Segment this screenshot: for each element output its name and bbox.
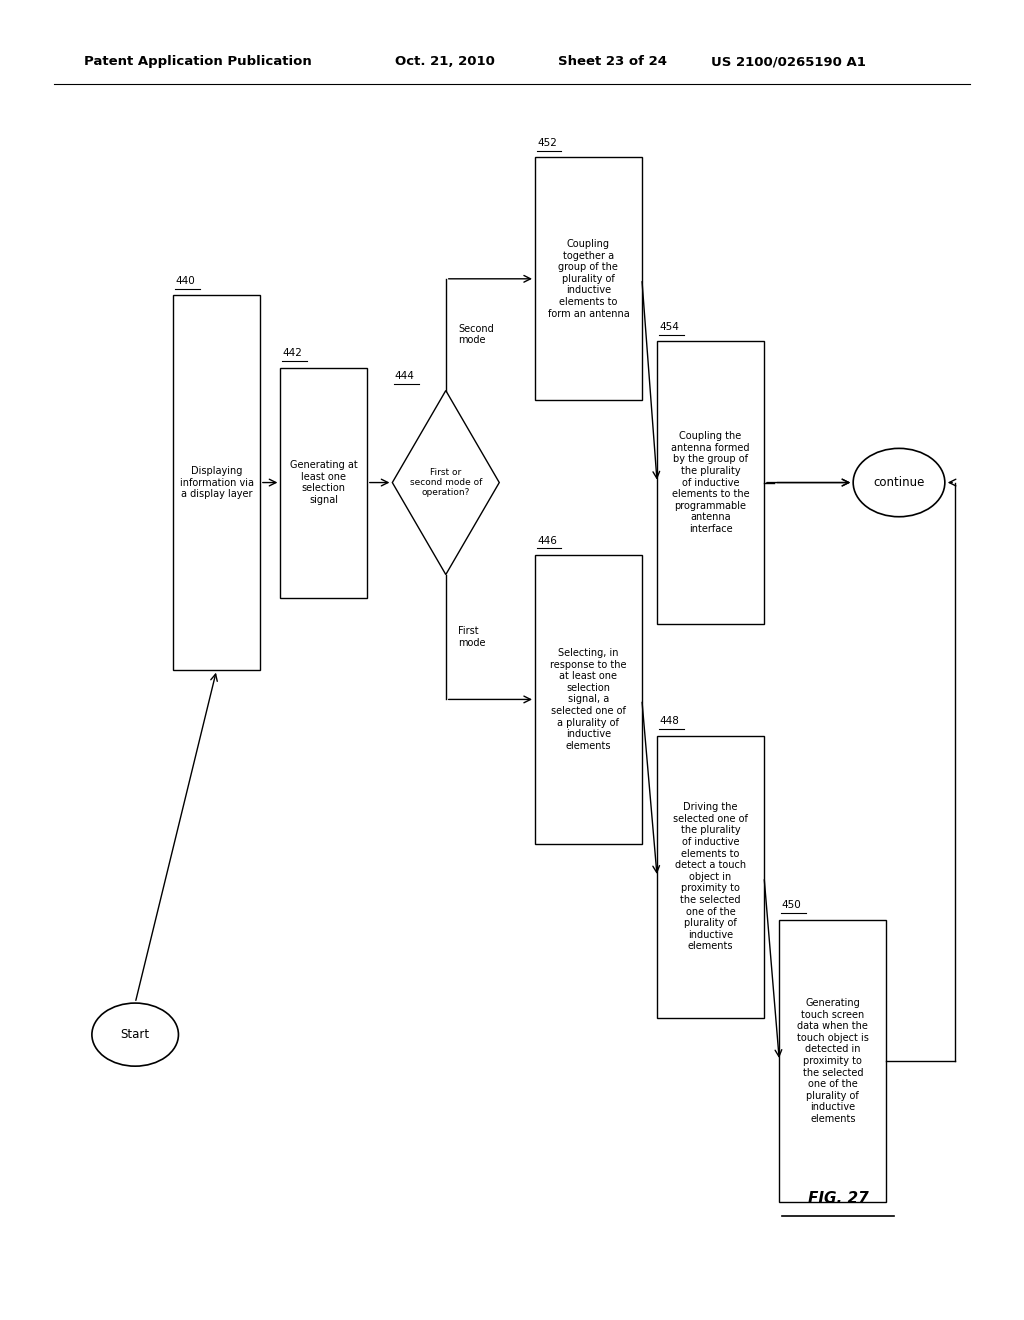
Text: First or
second mode of
operation?: First or second mode of operation? (410, 467, 482, 498)
FancyBboxPatch shape (657, 342, 764, 624)
Ellipse shape (853, 449, 945, 516)
Text: Start: Start (121, 1028, 150, 1041)
Text: continue: continue (873, 477, 925, 488)
Text: Second
mode: Second mode (458, 323, 494, 346)
Text: Displaying
information via
a display layer: Displaying information via a display lay… (179, 466, 254, 499)
Text: Patent Application Publication: Patent Application Publication (84, 55, 312, 69)
Text: First
mode: First mode (458, 626, 485, 648)
Text: Selecting, in
response to the
at least one
selection
signal, a
selected one of
a: Selecting, in response to the at least o… (550, 648, 627, 751)
Polygon shape (392, 391, 500, 574)
Text: Generating at
least one
selection
signal: Generating at least one selection signal (290, 461, 357, 506)
Text: 440: 440 (175, 276, 196, 286)
Text: FIG. 27: FIG. 27 (808, 1192, 868, 1206)
FancyBboxPatch shape (173, 296, 260, 669)
Text: US 2100/0265190 A1: US 2100/0265190 A1 (711, 55, 865, 69)
Text: Oct. 21, 2010: Oct. 21, 2010 (395, 55, 495, 69)
Text: Generating
touch screen
data when the
touch object is
detected in
proximity to
t: Generating touch screen data when the to… (797, 998, 868, 1123)
Text: Sheet 23 of 24: Sheet 23 of 24 (558, 55, 667, 69)
Text: Coupling
together a
group of the
plurality of
inductive
elements to
form an ante: Coupling together a group of the plurali… (548, 239, 630, 318)
Text: 446: 446 (537, 536, 557, 545)
Text: 450: 450 (781, 900, 801, 911)
Text: Driving the
selected one of
the plurality
of inductive
elements to
detect a touc: Driving the selected one of the pluralit… (673, 803, 749, 952)
FancyBboxPatch shape (281, 367, 367, 598)
Text: 442: 442 (283, 348, 302, 358)
Text: Coupling the
antenna formed
by the group of
the plurality
of inductive
elements : Coupling the antenna formed by the group… (672, 432, 750, 535)
Text: 452: 452 (537, 139, 557, 148)
FancyBboxPatch shape (535, 157, 642, 400)
Text: 444: 444 (394, 371, 415, 381)
FancyBboxPatch shape (535, 554, 642, 843)
Text: 448: 448 (659, 717, 679, 726)
FancyBboxPatch shape (657, 735, 764, 1018)
Ellipse shape (92, 1003, 178, 1067)
FancyBboxPatch shape (779, 920, 887, 1203)
Text: 454: 454 (659, 322, 679, 333)
